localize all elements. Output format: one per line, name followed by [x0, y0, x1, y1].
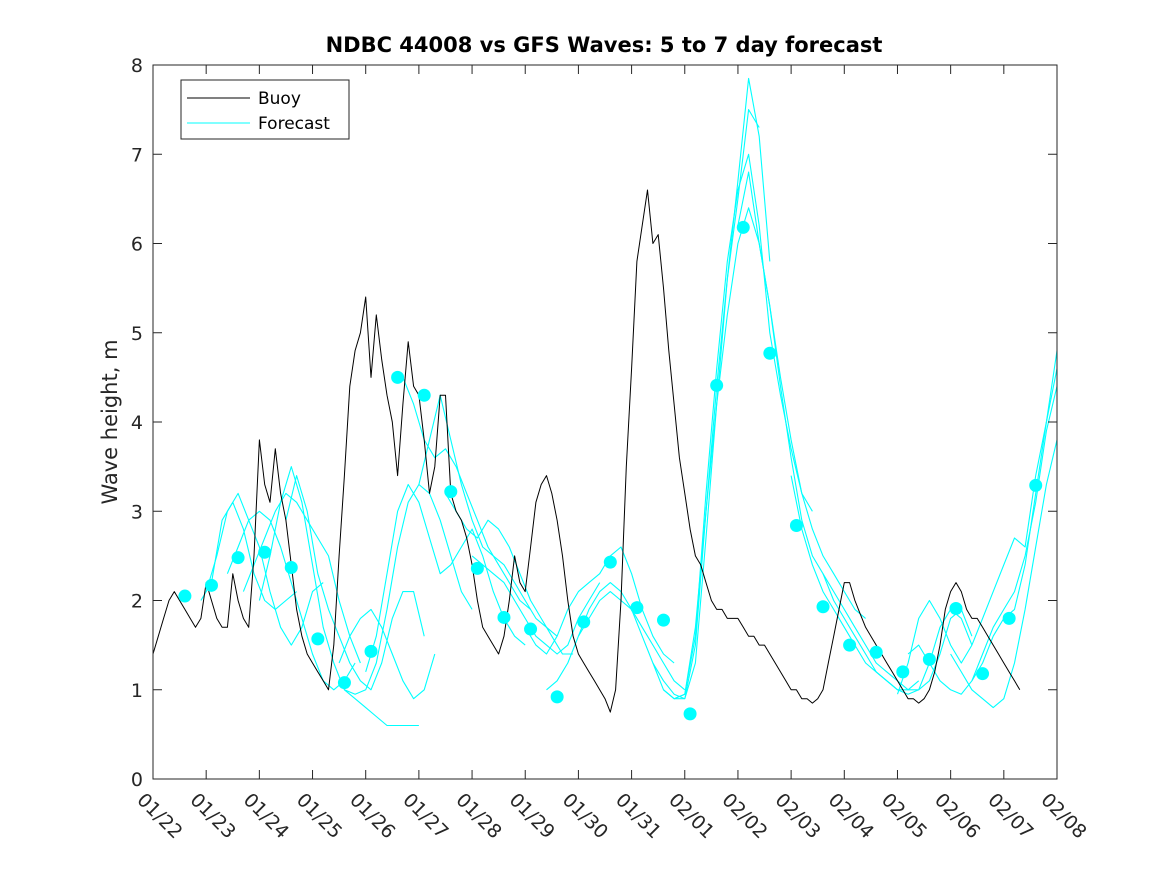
- forecast-line: [896, 350, 1058, 695]
- buoy-series: [152, 189, 1021, 713]
- forecast-marker: [391, 370, 405, 384]
- forecast-line: [684, 207, 866, 699]
- forecast-line: [971, 368, 1058, 682]
- forecast-line: [205, 492, 324, 646]
- forecast-line: [242, 492, 361, 664]
- chart-title: NDBC 44008 vs GFS Waves: 5 to 7 day fore…: [326, 33, 883, 57]
- forecast-marker: [869, 645, 883, 659]
- forecast-line: [445, 493, 574, 655]
- y-tick-label: 2: [131, 591, 143, 613]
- legend-buoy-label: Buoy: [258, 89, 301, 109]
- y-tick-label: 8: [131, 55, 143, 77]
- forecast-marker: [736, 220, 750, 234]
- forecast-marker: [231, 551, 245, 565]
- forecast-marker: [1029, 478, 1043, 492]
- forecast-marker: [337, 676, 351, 690]
- y-tick-label: 6: [131, 234, 143, 256]
- forecast-line: [338, 608, 436, 700]
- forecast-marker: [683, 707, 697, 721]
- forecast-marker: [656, 613, 670, 627]
- forecast-line: [285, 475, 425, 691]
- forecast-marker: [311, 632, 325, 646]
- y-tick-label: 1: [131, 680, 143, 702]
- buoy-line: [152, 189, 1021, 713]
- forecast-marker: [204, 578, 218, 592]
- forecast-line: [344, 483, 473, 695]
- forecast-marker: [763, 346, 777, 360]
- forecast-marker: [577, 615, 591, 629]
- forecast-line: [524, 546, 675, 664]
- forecast-marker: [789, 519, 803, 533]
- y-axis-label: Wave height, m: [98, 339, 122, 504]
- forecast-marker: [364, 644, 378, 658]
- y-tick-label: 3: [131, 501, 143, 523]
- forecast-line: [673, 153, 813, 700]
- legend: Buoy Forecast: [180, 79, 350, 140]
- plot-background: [153, 65, 1057, 779]
- forecast-line: [258, 466, 419, 727]
- forecast-marker: [710, 378, 724, 392]
- forecast-marker: [949, 602, 963, 616]
- forecast-marker: [630, 601, 644, 615]
- forecast-marker: [284, 560, 298, 574]
- forecast-marker: [896, 665, 910, 679]
- forecast-marker: [258, 545, 272, 559]
- legend-forecast-label: Forecast: [258, 114, 330, 134]
- forecast-marker: [178, 589, 192, 603]
- forecast-line: [950, 439, 1058, 709]
- legend-box: [180, 79, 350, 140]
- forecast-lines: [200, 77, 1058, 727]
- forecast-marker: [816, 600, 830, 614]
- forecast-line: [226, 510, 356, 691]
- forecast-line: [365, 483, 526, 673]
- forecast-line: [418, 394, 558, 637]
- forecast-marker: [922, 652, 936, 666]
- y-tick-label: 4: [131, 412, 143, 434]
- forecast-marker: [550, 690, 564, 704]
- forecast-line: [546, 582, 686, 700]
- y-tick-label: 7: [131, 144, 143, 166]
- forecast-line: [200, 501, 297, 610]
- plot-area: [152, 64, 1058, 780]
- forecast-markers: [178, 220, 1043, 721]
- y-axis: 0 1 2 3 4 5 6 7 8: [131, 55, 1057, 791]
- forecast-marker: [1002, 611, 1016, 625]
- forecast-line: [663, 109, 760, 700]
- y-tick-label: 0: [131, 769, 143, 791]
- forecast-marker: [497, 610, 511, 624]
- forecast-marker: [444, 485, 458, 499]
- forecast-marker: [470, 561, 484, 575]
- forecast-marker: [417, 388, 431, 402]
- forecast-marker: [976, 667, 990, 681]
- forecast-marker: [524, 622, 538, 636]
- forecast-marker: [603, 555, 617, 569]
- y-tick-label: 5: [131, 323, 143, 345]
- forecast-marker: [843, 638, 857, 652]
